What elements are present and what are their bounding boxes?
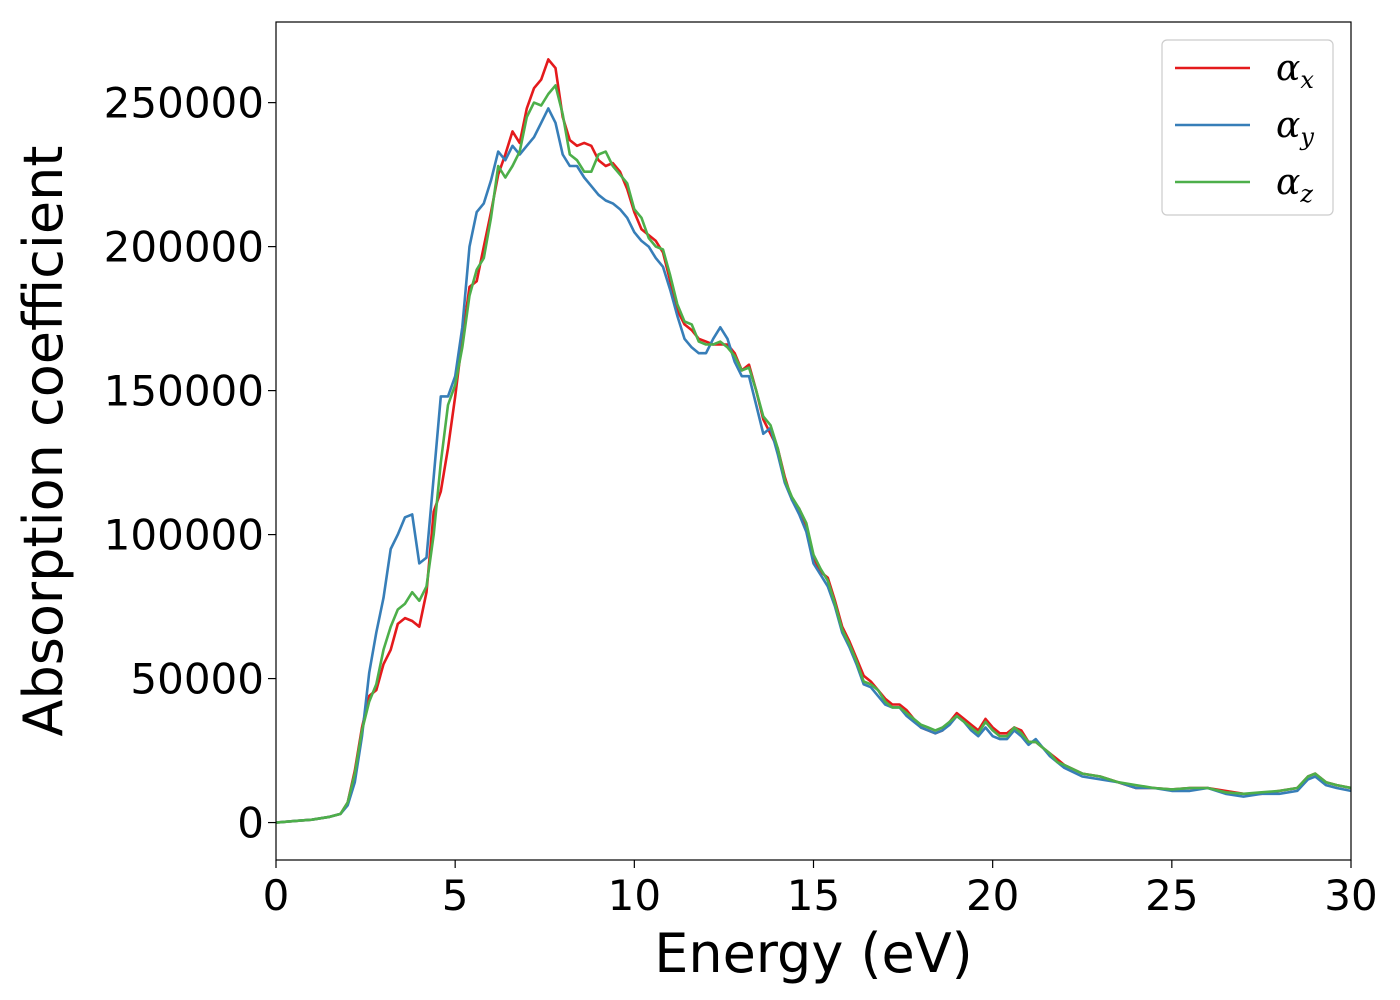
- y-axis-title: Absorption coefficient: [12, 146, 75, 737]
- y-axis-ticks: 0 50000 100000 150000 200000 250000: [104, 79, 276, 848]
- y-tick-label: 50000: [130, 655, 264, 704]
- x-tick-label: 25: [1145, 871, 1198, 920]
- x-axis-title: Energy (eV): [654, 922, 973, 985]
- y-tick-label: 250000: [104, 79, 264, 128]
- legend-label-z: αz: [1276, 162, 1313, 208]
- x-tick-label: 0: [263, 871, 290, 920]
- legend-box: [1161, 39, 1334, 216]
- y-tick-label: 150000: [104, 367, 264, 416]
- x-axis-ticks: 0 5 10 15 20 25 30: [263, 860, 1378, 920]
- x-tick-label: 5: [442, 871, 469, 920]
- legend: αx αy αz: [1161, 39, 1334, 216]
- legend-label-x: αx: [1276, 48, 1314, 94]
- y-tick-label: 200000: [104, 223, 264, 272]
- y-tick-label: 0: [237, 799, 264, 848]
- y-tick-label: 100000: [104, 511, 264, 560]
- x-tick-label: 15: [787, 871, 840, 920]
- legend-label-y: αy: [1276, 105, 1314, 151]
- x-tick-label: 30: [1324, 871, 1377, 920]
- x-tick-label: 20: [966, 871, 1019, 920]
- series-layer: [276, 58, 1351, 824]
- series-line-z: [276, 84, 1351, 824]
- x-tick-label: 10: [608, 871, 661, 920]
